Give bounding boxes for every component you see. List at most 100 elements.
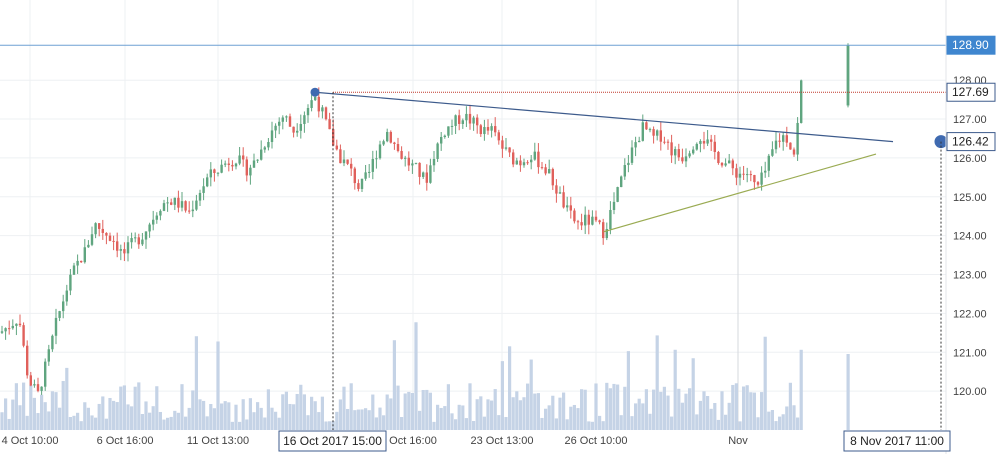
volume-bar	[32, 397, 36, 430]
candle-body	[292, 126, 295, 133]
candle-body	[756, 182, 760, 185]
volume-bar	[216, 341, 220, 430]
volume-bar	[299, 384, 303, 430]
candle-body	[393, 142, 396, 145]
candle-body	[263, 147, 266, 150]
candle-body	[778, 140, 781, 142]
candle-body	[594, 216, 598, 221]
volume-bar	[356, 409, 360, 430]
volume-bar	[403, 393, 407, 430]
candle-body	[357, 183, 360, 189]
volume-bar	[436, 404, 440, 430]
volume-bar	[572, 404, 576, 430]
volume-bar	[662, 386, 666, 430]
candle-body	[285, 116, 288, 118]
candle-body	[108, 235, 112, 241]
candle-body	[774, 140, 778, 150]
volume-bar	[43, 402, 47, 430]
candle-body	[699, 141, 702, 144]
candle-body	[62, 301, 65, 312]
volume-bar	[400, 417, 404, 430]
trendline-handle-start[interactable]	[310, 87, 320, 97]
volume-bar	[65, 367, 69, 430]
candle-body	[346, 159, 349, 164]
volume-bar	[209, 404, 213, 430]
candle-body	[490, 126, 493, 131]
volume-bar	[396, 385, 400, 430]
candle-body	[87, 244, 90, 248]
volume-bar	[194, 336, 198, 430]
volume-bar	[443, 406, 447, 430]
candle-body	[252, 160, 256, 168]
volume-bar	[414, 322, 418, 430]
x-tick-label: 4 Oct 10:00	[2, 435, 59, 447]
candle-body	[238, 155, 241, 164]
volume-bar	[115, 402, 119, 430]
candle-body	[47, 349, 50, 362]
volume-bar	[58, 407, 62, 430]
volume-bar	[752, 392, 756, 430]
candle-body	[429, 165, 432, 183]
candle-body	[303, 115, 306, 124]
candle-body	[684, 156, 688, 162]
volume-bar	[468, 383, 472, 430]
volume-bar	[533, 393, 537, 430]
volume-bar	[76, 412, 80, 430]
candle-body	[764, 170, 767, 173]
descending-trendline[interactable]	[314, 91, 894, 143]
volume-bar	[652, 389, 656, 430]
volume-bar	[184, 416, 188, 430]
volume-bar	[281, 394, 285, 430]
volume-bar	[554, 418, 558, 430]
candle-body	[202, 186, 205, 193]
volume-bar	[234, 404, 238, 430]
volume-bar	[79, 421, 83, 430]
candle-body	[771, 149, 774, 156]
candle-body	[468, 113, 472, 124]
volume-bar	[590, 421, 594, 430]
candle-body	[656, 130, 659, 136]
candle-body	[350, 163, 353, 169]
volume-bar	[770, 409, 774, 430]
volume-bar	[745, 385, 749, 430]
candle-body	[447, 126, 450, 136]
candle-body	[641, 122, 644, 141]
volume-bar	[576, 408, 580, 430]
volume-bar	[760, 392, 764, 430]
volume-bar	[673, 349, 677, 430]
volume-bar	[40, 394, 44, 430]
volume-bar	[162, 419, 166, 430]
candle-body	[188, 210, 191, 212]
candle-body	[245, 159, 248, 176]
volume-bar	[511, 397, 515, 430]
volume-bar	[677, 388, 681, 430]
volume-bar	[4, 398, 8, 430]
volume-bar	[562, 392, 566, 430]
candle-body	[627, 162, 630, 166]
volume-bar	[508, 346, 512, 430]
volume-bar	[288, 403, 292, 430]
volume-bar	[695, 414, 699, 430]
volume-bar	[454, 419, 458, 430]
candle-body	[486, 127, 490, 131]
volume-bar	[140, 413, 144, 430]
candle-body	[54, 317, 58, 336]
candle-body	[425, 172, 428, 183]
volume-bar	[104, 418, 108, 430]
y-tick-label: 121.00	[953, 347, 987, 359]
candle-body	[360, 178, 364, 189]
drawings[interactable]	[0, 44, 948, 430]
volume-bar	[169, 416, 173, 430]
ascending-trendline[interactable]	[603, 153, 877, 233]
volume-bar	[518, 400, 522, 430]
candle-body	[688, 153, 691, 157]
candle-body	[36, 384, 40, 391]
volume-bar	[493, 389, 497, 430]
candle-body	[497, 132, 500, 141]
volume-bar	[360, 409, 364, 430]
candle-body	[555, 185, 558, 194]
candle-body	[65, 290, 68, 302]
volume-bar	[558, 397, 562, 430]
